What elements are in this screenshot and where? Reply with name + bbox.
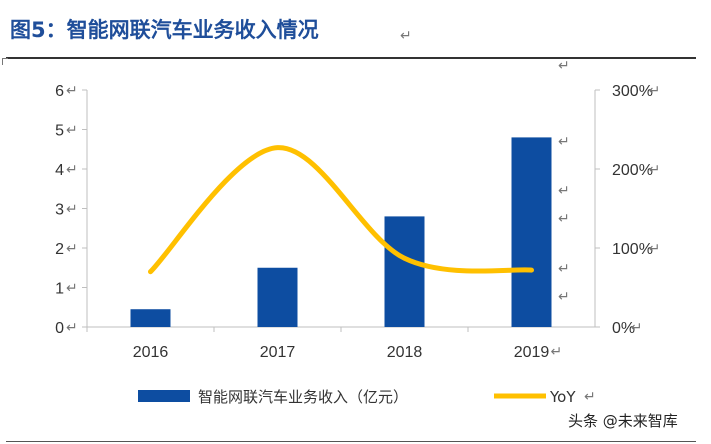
paragraph-mark-glyph: ↵ xyxy=(649,241,661,257)
paragraph-mark-glyph: ↵ xyxy=(66,320,78,336)
paragraph-mark-glyph: ↵ xyxy=(66,83,78,99)
figure-title: 图5：智能网联汽车业务收入情况 xyxy=(10,18,319,42)
tick-labels: 0 1 2 3 4 5 6 0% 100% 200% 300% 2016 2017 2018 2019 xyxy=(55,83,653,361)
right-y-tick-label: 300% xyxy=(612,83,653,100)
paragraph-mark-glyph: ↵ xyxy=(558,134,570,150)
paragraph-mark-glyph: ↵ xyxy=(66,162,78,178)
right-y-tick-label: 100% xyxy=(612,241,653,258)
paragraph-mark-glyph: ↵ xyxy=(558,261,570,277)
paragraph-marks: ↵ ↵ ↵ ↵ ↵ ↵ ↵ ↵ ↵ ↵ ↵ ↵ ↵ ↵ ↵ ↵ ↵ ↵ ↵ ↵ xyxy=(66,28,660,405)
axes xyxy=(82,89,600,332)
corner-mark xyxy=(2,58,8,65)
paragraph-mark-glyph: ↵ xyxy=(66,123,78,139)
legend: 智能网联汽车业务收入（亿元） YoY xyxy=(138,388,576,406)
paragraph-mark-glyph: ↵ xyxy=(649,83,661,99)
paragraph-mark-glyph: ↵ xyxy=(66,281,78,297)
x-tick-label: 2017 xyxy=(260,344,296,361)
right-y-tick-label: 200% xyxy=(612,162,653,179)
legend-line-label: YoY xyxy=(549,388,576,406)
title-underline xyxy=(6,57,696,59)
left-y-tick-label: 1 xyxy=(55,281,64,298)
legend-bar-swatch xyxy=(138,390,190,402)
left-y-tick-label: 0 xyxy=(55,320,64,337)
left-y-tick-label: 6 xyxy=(55,83,64,100)
line-series xyxy=(148,145,534,275)
yoy-line xyxy=(148,145,534,275)
paragraph-mark-glyph: ↵ xyxy=(649,162,661,178)
paragraph-mark-glyph: ↵ xyxy=(66,241,78,257)
bar-2019 xyxy=(511,137,552,327)
x-tick-label: 2019 xyxy=(514,344,550,361)
bar-series xyxy=(130,137,552,327)
bar-2018 xyxy=(384,216,425,327)
paragraph-mark-glyph: ↵ xyxy=(400,28,412,44)
bottom-rule xyxy=(6,441,696,442)
paragraph-mark-glyph: ↵ xyxy=(558,183,570,199)
left-y-tick-label: 3 xyxy=(55,202,64,219)
paragraph-mark-glyph: ↵ xyxy=(66,202,78,218)
watermark-text: 头条 @未来智库 xyxy=(568,412,678,430)
left-y-tick-label: 2 xyxy=(55,241,64,258)
paragraph-mark-glyph: ↵ xyxy=(631,320,643,336)
bar-2016 xyxy=(130,309,171,327)
paragraph-mark-glyph: ↵ xyxy=(558,58,570,74)
paragraph-mark-glyph: ↵ xyxy=(551,344,563,360)
left-y-tick-label: 5 xyxy=(55,123,64,140)
legend-bar-label: 智能网联汽车业务收入（亿元） xyxy=(198,388,408,406)
paragraph-mark-glyph: ↵ xyxy=(558,289,570,305)
paragraph-mark-glyph: ↵ xyxy=(558,211,570,227)
paragraph-mark-glyph: ↵ xyxy=(584,389,596,405)
left-y-tick-label: 4 xyxy=(55,162,64,179)
bar-2017 xyxy=(257,267,298,327)
right-y-tick-label: 0% xyxy=(612,320,635,337)
x-tick-label: 2018 xyxy=(387,344,423,361)
x-tick-label: 2016 xyxy=(133,344,169,361)
